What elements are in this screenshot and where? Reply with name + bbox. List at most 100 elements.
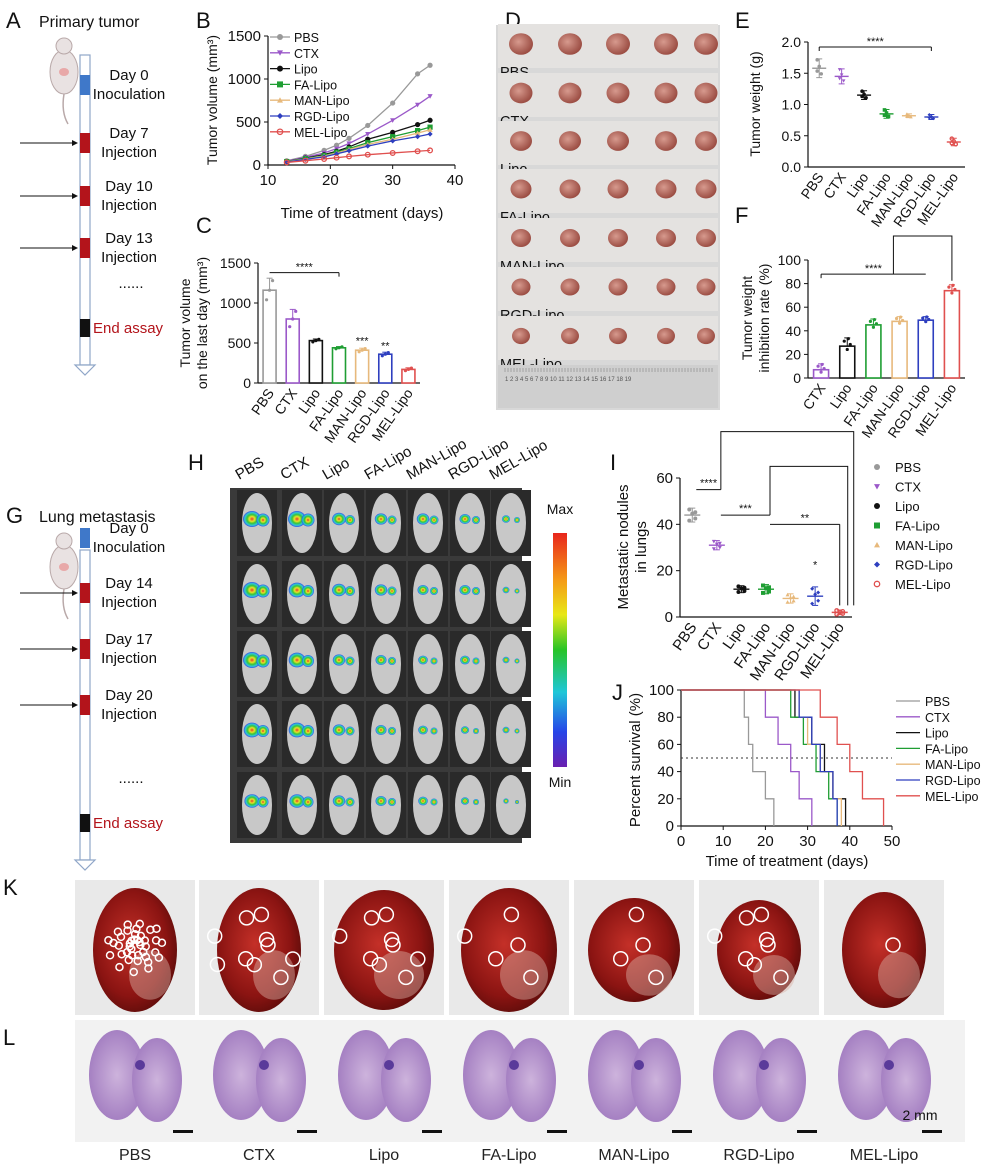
data-point (317, 337, 321, 341)
tumor-specimen (608, 278, 628, 296)
section-label: MEL-Lipo (850, 1147, 919, 1164)
data-point (874, 322, 879, 326)
data-point (822, 366, 826, 371)
luminescence-signal (302, 585, 314, 597)
nodule-circle (123, 926, 132, 935)
nodule-circle (144, 964, 153, 973)
chart-b-tumor-volume: B 0 500 1000 1500 10 20 30 40 Tumor volume (mm³) T… (196, 8, 463, 222)
legend-label: MAN-Lipo (895, 538, 953, 553)
luminescence-signal (257, 725, 269, 737)
marker-mel-lipo (346, 153, 353, 160)
luminescence-signal (243, 722, 261, 738)
data-point (357, 350, 361, 354)
marker-pbs (427, 62, 433, 68)
marker-man-lipo (791, 598, 796, 603)
chart-j-survival: J 0 20 40 60 80 100 0 10 20 30 40 50 Percent survival… (612, 680, 981, 870)
marker-rgd-lipo (277, 113, 283, 119)
tumor-specimen (656, 278, 676, 296)
y-axis-label-line: inhibition rate (%) (756, 264, 772, 373)
timeline-action: Injection (101, 144, 157, 161)
luminescence-signal (332, 583, 346, 597)
nodule-circle (260, 937, 276, 953)
panel-d-tumor-photos: DPBSCTXLipoFA-LipoMAN-LipoRGD-LipoMEL-Li… (496, 8, 720, 410)
nodule-circle (113, 927, 123, 937)
tumor-specimen (694, 82, 718, 104)
nodule-circle (136, 931, 146, 941)
marker-fa-lipo (761, 590, 765, 595)
color-scale-max: Max (547, 501, 573, 517)
marker-pbs (819, 72, 824, 76)
luminescence-signal (345, 797, 355, 807)
category-label: CTX (799, 380, 829, 413)
marker-lipo (742, 585, 747, 590)
marker-rgd-lipo (365, 143, 371, 149)
y-tick-label: 1.0 (782, 97, 802, 113)
nodule-circle (383, 931, 400, 948)
he-section-lobe (381, 1038, 431, 1122)
marker-fa-lipo (761, 583, 765, 588)
luminescence-signal (387, 515, 397, 525)
panel-letter: J (612, 680, 623, 705)
marker-mel-lipo (414, 148, 421, 155)
ruler-scale: 1 2 3 4 5 6 7 8 9 10 11 12 13 14 15 16 1… (505, 377, 632, 383)
panel-a-timeline: A Primary tumor Day 0 Inoculation Day 7 Injec… (6, 8, 165, 376)
data-point (953, 287, 957, 292)
data-point (264, 298, 269, 302)
data-point (360, 348, 364, 352)
mouse-silhouette (329, 775, 359, 835)
section-label: FA-Lipo (481, 1147, 536, 1164)
legend-label: MEL-Lipo (294, 126, 348, 140)
he-section-nodule (135, 1060, 145, 1070)
luminescence-signal (257, 796, 269, 808)
nodule-circle (253, 906, 270, 923)
luminescence-signal (460, 726, 470, 734)
he-section-nodule (259, 1060, 269, 1070)
significance-label: *** (356, 336, 370, 348)
legend-label: CTX (925, 711, 951, 725)
significance-label: **** (865, 263, 883, 275)
mouse-head (55, 532, 73, 550)
y-tick-label: 0 (666, 818, 674, 835)
marker-lipo (277, 65, 283, 72)
luminescence-signal (288, 511, 306, 527)
nodule-circle (738, 910, 755, 926)
scale-bar (922, 1130, 942, 1133)
y-tick-label: 0 (793, 370, 801, 386)
luminescence-signal (289, 794, 305, 808)
timeline-arrowhead (73, 859, 97, 871)
bar (865, 324, 882, 379)
data-point (871, 325, 876, 329)
y-tick-label: 60 (656, 470, 673, 487)
marker-pbs (874, 464, 880, 470)
luminescence-signal (256, 654, 270, 668)
marker-rgd-lipo (810, 586, 815, 591)
data-point (270, 279, 275, 283)
nodule-circle (109, 938, 118, 948)
marker-mel-lipo (949, 140, 955, 146)
luminescence-signal (332, 724, 346, 736)
legend-label: MAN-Lipo (925, 758, 981, 772)
section-label: MAN-Lipo (598, 1147, 669, 1164)
mouse-silhouette (413, 493, 443, 553)
ruler (498, 365, 718, 408)
he-section-nodule (634, 1060, 644, 1070)
nodule-circle (258, 931, 275, 948)
luminescence-signal (375, 655, 387, 665)
mouse-silhouette (455, 634, 485, 694)
tumor-specimen (512, 327, 530, 345)
significance-bracket (892, 235, 953, 281)
marker-pbs (415, 71, 421, 77)
timeline-arrow-head (72, 193, 78, 199)
panel-k-lung-photos: K (3, 875, 944, 1015)
data-point (380, 354, 384, 358)
y-axis-label: Tumor weight (g) (747, 51, 763, 156)
nodule-circle (503, 906, 520, 923)
chart-c-last-day-volume: C 0 500 1000 1500 Tumor volumeon the last day… (177, 213, 420, 446)
marker-mel-lipo (283, 159, 290, 166)
data-point (927, 317, 931, 322)
tumor-specimen (560, 278, 580, 296)
luminescence-signal (430, 798, 438, 806)
marker-lipo (736, 589, 741, 594)
marker-lipo (739, 586, 744, 591)
timeline-mark (80, 639, 90, 659)
